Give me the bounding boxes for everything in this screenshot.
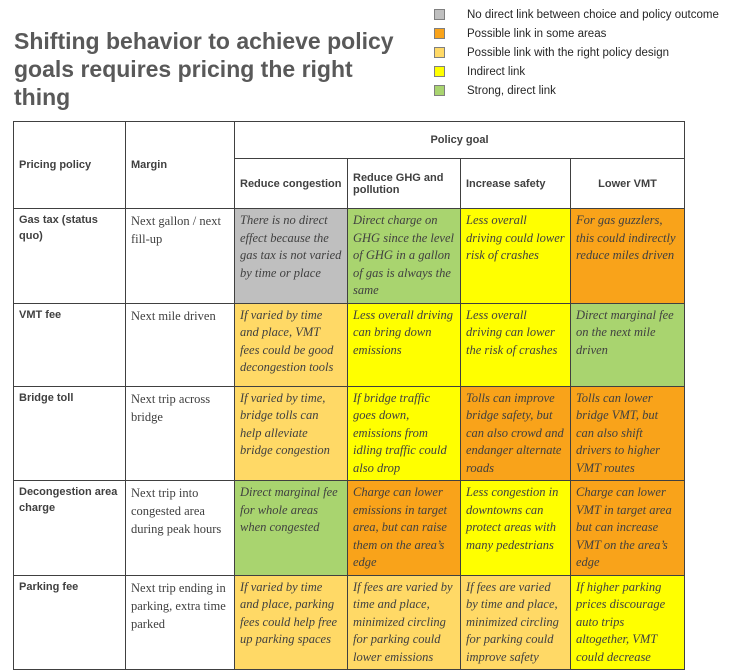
- table-row: Parking fee Next trip ending in parking, …: [13, 574, 685, 670]
- legend-item-orange: Possible link in some areas: [434, 24, 719, 43]
- header-goal-safety: Increase safety: [460, 158, 571, 209]
- row-margin: Next trip ending in parking, extra time …: [125, 574, 235, 670]
- goal-cell: Direct marginal fee for whole areas when…: [234, 480, 348, 576]
- row-policy-name: Decongestion area charge: [13, 480, 126, 576]
- header-pricing-policy: Pricing policy: [13, 121, 126, 209]
- table-row: Bridge toll Next trip across bridge If var…: [13, 385, 685, 481]
- goal-cell: If bridge traffic goes down, emissions f…: [347, 385, 461, 481]
- goal-cell: Less overall driving can lower the risk …: [460, 302, 571, 387]
- page-title: Shifting behavior to achieve policy goal…: [14, 28, 394, 110]
- header-goal-congestion: Reduce congestion: [234, 158, 348, 209]
- legend: No direct link between choice and policy…: [434, 5, 719, 100]
- header-goal-ghg: Reduce GHG and pollution: [347, 158, 461, 209]
- legend-label: Possible link in some areas: [467, 27, 607, 40]
- row-policy-name: VMT fee: [13, 302, 126, 387]
- row-policy-name: Parking fee: [13, 574, 126, 670]
- legend-item-lightorange: Possible link with the right policy desi…: [434, 43, 719, 62]
- goal-cell: Charge can lower VMT in target area but …: [570, 480, 685, 576]
- goal-cell: If varied by time, bridge tolls can help…: [234, 385, 348, 481]
- goal-cell: Less overall driving could lower risk of…: [460, 208, 571, 304]
- policy-table: Pricing policy Margin Policy goal Reduce…: [13, 121, 685, 670]
- goal-cell: If higher parking prices discourage auto…: [570, 574, 685, 670]
- legend-label: No direct link between choice and policy…: [467, 8, 719, 21]
- goal-cell: Less congestion in downtowns can protect…: [460, 480, 571, 576]
- legend-item-yellow: Indirect link: [434, 62, 719, 81]
- goal-cell: Charge can lower emissions in target are…: [347, 480, 461, 576]
- goal-cell: If fees are varied by time and place, mi…: [460, 574, 571, 670]
- legend-label: Indirect link: [467, 65, 526, 78]
- table-row: Gas tax (status quo) Next gallon / next f…: [13, 208, 685, 304]
- legend-item-green: Strong, direct link: [434, 81, 719, 100]
- header-policy-goal: Policy goal: [234, 121, 685, 159]
- goal-cell: Less overall driving can bring down emis…: [347, 302, 461, 387]
- goal-cell: Direct charge on GHG since the level of …: [347, 208, 461, 304]
- legend-swatch-gray: [434, 9, 445, 20]
- row-margin: Next trip across bridge: [125, 385, 235, 481]
- goal-cell: There is no direct effect because the ga…: [234, 208, 348, 304]
- legend-label: Strong, direct link: [467, 84, 556, 97]
- legend-label: Possible link with the right policy desi…: [467, 46, 669, 59]
- goal-cell: If fees are varied by time and place, mi…: [347, 574, 461, 670]
- row-policy-name: Gas tax (status quo): [13, 208, 126, 304]
- goal-cell: Tolls can improve bridge safety, but can…: [460, 385, 571, 481]
- header-margin: Margin: [125, 121, 235, 209]
- goal-cell: If varied by time and place, parking fee…: [234, 574, 348, 670]
- row-policy-name: Bridge toll: [13, 385, 126, 481]
- goal-cell: Tolls can lower bridge VMT, but can also…: [570, 385, 685, 481]
- legend-swatch-orange: [434, 28, 445, 39]
- header-goal-vmt: Lower VMT: [570, 158, 685, 209]
- row-margin: Next gallon / next fill-up: [125, 208, 235, 304]
- legend-item-gray: No direct link between choice and policy…: [434, 5, 719, 24]
- goal-cell: If varied by time and place, VMT fees co…: [234, 302, 348, 387]
- row-margin: Next trip into congested area during pea…: [125, 480, 235, 576]
- goal-cell: For gas guzzlers, this could indirectly …: [570, 208, 685, 304]
- row-margin: Next mile driven: [125, 302, 235, 387]
- goal-cell: Direct marginal fee on the next mile dri…: [570, 302, 685, 387]
- legend-swatch-green: [434, 85, 445, 96]
- legend-swatch-yellow: [434, 66, 445, 77]
- table-row: Decongestion area charge Next trip into c…: [13, 480, 685, 576]
- table-row: VMT fee Next mile driven If varied by time…: [13, 302, 685, 387]
- legend-swatch-lightorange: [434, 47, 445, 58]
